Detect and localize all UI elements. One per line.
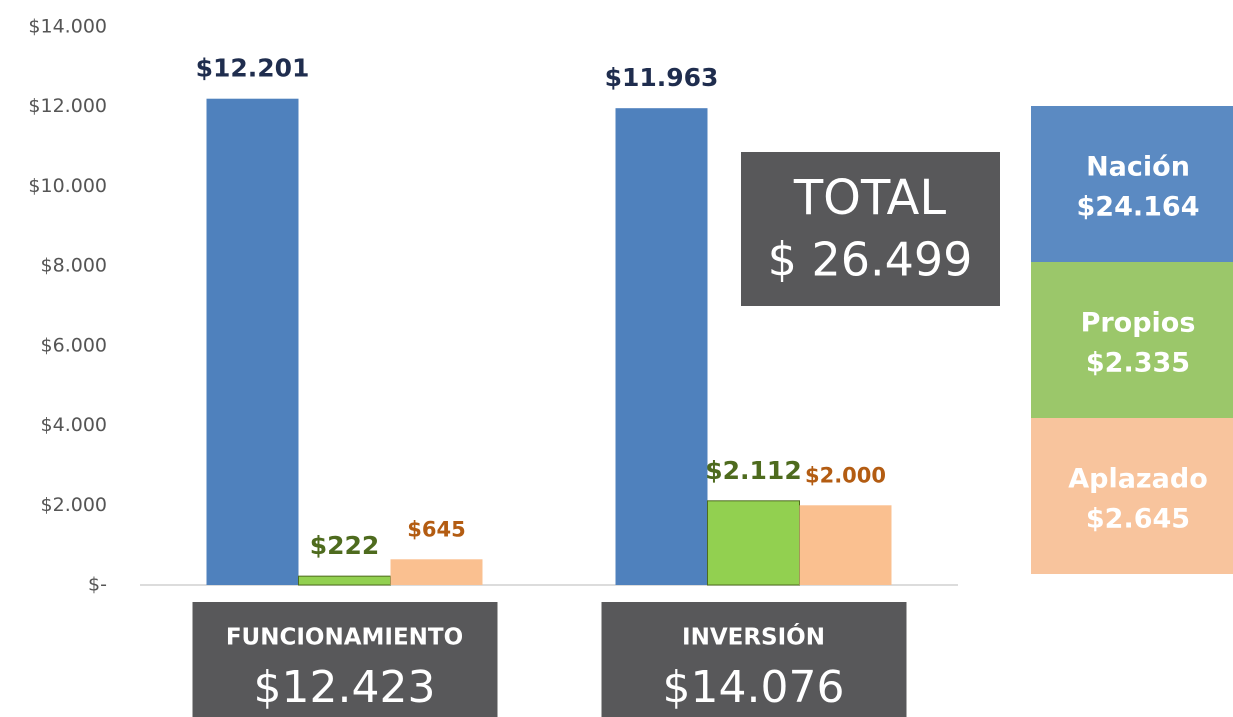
y-tick-label: $8.000 — [41, 255, 107, 277]
bar — [206, 98, 299, 585]
data-label: $2.000 — [805, 463, 886, 487]
category-total: $14.076 — [663, 662, 845, 713]
data-label: $11.963 — [605, 63, 719, 92]
total-box — [741, 152, 1000, 306]
bar — [615, 108, 708, 586]
legend-total: $24.164 — [1077, 192, 1200, 223]
y-tick-label: $2.000 — [41, 494, 107, 516]
total-value: $ 26.499 — [768, 233, 973, 287]
category-total: $12.423 — [254, 662, 436, 713]
y-tick-label: $6.000 — [41, 334, 107, 356]
x-tick-label: FUNCIONAMIENTO — [226, 625, 463, 651]
x-tick-label: INVERSIÓN — [682, 623, 825, 651]
legend-label: Nación — [1086, 152, 1190, 183]
data-label: $12.201 — [196, 54, 310, 83]
bar — [298, 575, 391, 586]
total-label: TOTAL — [793, 170, 947, 226]
category-box — [601, 602, 907, 717]
legend-total: $2.335 — [1086, 348, 1190, 379]
y-tick-label: $4.000 — [41, 414, 107, 436]
data-label: $222 — [310, 531, 380, 560]
legend-swatch — [1031, 106, 1233, 262]
y-tick-label: $14.000 — [28, 16, 107, 38]
y-tick-label: $10.000 — [28, 175, 107, 197]
bar — [799, 505, 892, 585]
y-tick-label: $- — [88, 574, 107, 596]
legend-swatch — [1031, 418, 1233, 574]
bar — [390, 559, 483, 585]
legend-label: Aplazado — [1068, 464, 1208, 495]
data-label: $2.112 — [705, 456, 801, 485]
category-box — [192, 602, 498, 717]
legend-label: Propios — [1081, 308, 1196, 339]
bar — [707, 500, 800, 586]
legend-total: $2.645 — [1086, 504, 1190, 535]
y-tick-label: $12.000 — [28, 95, 107, 117]
legend-swatch — [1031, 262, 1233, 418]
data-label: $645 — [407, 517, 465, 541]
